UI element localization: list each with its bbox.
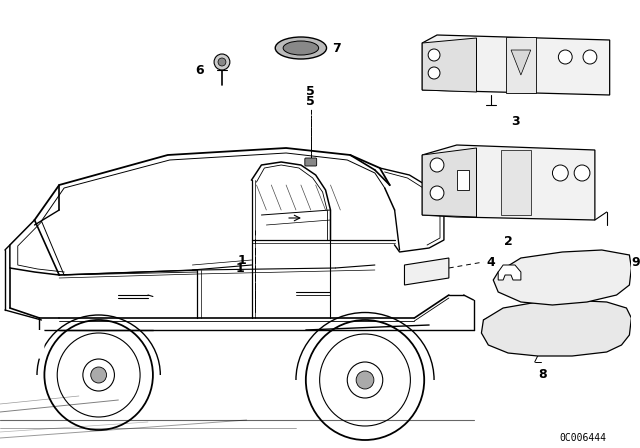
Text: 6: 6 bbox=[196, 64, 204, 77]
Text: 1: 1 bbox=[238, 254, 246, 267]
Polygon shape bbox=[511, 50, 531, 75]
Polygon shape bbox=[422, 148, 477, 217]
Text: 4: 4 bbox=[486, 255, 495, 268]
Text: 1: 1 bbox=[236, 262, 244, 275]
Text: 2: 2 bbox=[504, 235, 513, 248]
Polygon shape bbox=[481, 300, 632, 356]
Circle shape bbox=[558, 50, 572, 64]
Polygon shape bbox=[8, 330, 44, 360]
Polygon shape bbox=[493, 250, 632, 305]
Text: 0C006444: 0C006444 bbox=[560, 433, 607, 443]
Polygon shape bbox=[422, 38, 477, 92]
Text: 3: 3 bbox=[511, 115, 520, 128]
Ellipse shape bbox=[275, 37, 326, 59]
Polygon shape bbox=[498, 265, 521, 280]
Circle shape bbox=[552, 165, 568, 181]
Polygon shape bbox=[506, 37, 536, 93]
Circle shape bbox=[430, 186, 444, 200]
Text: 7: 7 bbox=[332, 42, 341, 55]
FancyBboxPatch shape bbox=[305, 158, 317, 166]
Circle shape bbox=[91, 367, 106, 383]
Polygon shape bbox=[501, 150, 531, 215]
Polygon shape bbox=[422, 35, 610, 95]
Circle shape bbox=[428, 49, 440, 61]
Circle shape bbox=[574, 165, 590, 181]
Text: 8: 8 bbox=[538, 368, 547, 381]
Polygon shape bbox=[422, 145, 595, 220]
Text: 5: 5 bbox=[307, 85, 315, 98]
Circle shape bbox=[218, 58, 226, 66]
Circle shape bbox=[430, 158, 444, 172]
Text: 5: 5 bbox=[307, 95, 315, 108]
Circle shape bbox=[214, 54, 230, 70]
Circle shape bbox=[356, 371, 374, 389]
Circle shape bbox=[428, 67, 440, 79]
Ellipse shape bbox=[283, 41, 319, 55]
Polygon shape bbox=[404, 258, 449, 285]
Bar bbox=[457, 170, 468, 190]
Circle shape bbox=[583, 50, 597, 64]
Text: 9: 9 bbox=[632, 255, 640, 268]
Circle shape bbox=[348, 362, 383, 398]
Circle shape bbox=[83, 359, 115, 391]
